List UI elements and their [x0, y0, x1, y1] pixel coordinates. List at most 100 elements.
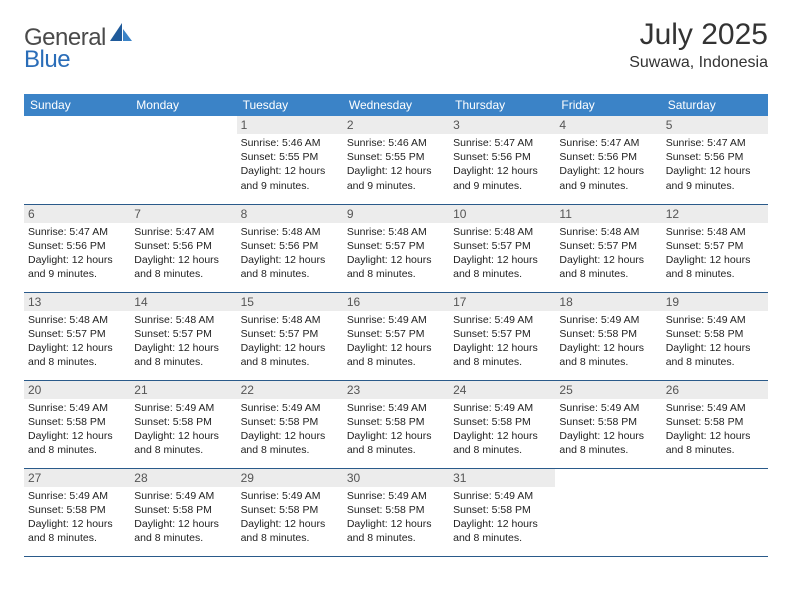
- info-line: Daylight: 12 hours: [134, 253, 232, 267]
- info-line: Sunset: 5:58 PM: [241, 503, 339, 517]
- day-cell: 23Sunrise: 5:49 AMSunset: 5:58 PMDayligh…: [343, 380, 449, 468]
- day-cell: 1Sunrise: 5:46 AMSunset: 5:55 PMDaylight…: [237, 116, 343, 204]
- info-line: Daylight: 12 hours: [559, 341, 657, 355]
- day-info: Sunrise: 5:48 AMSunset: 5:57 PMDaylight:…: [559, 225, 657, 282]
- info-line: and 8 minutes.: [559, 267, 657, 281]
- day-info: Sunrise: 5:48 AMSunset: 5:57 PMDaylight:…: [666, 225, 764, 282]
- day-info: Sunrise: 5:47 AMSunset: 5:56 PMDaylight:…: [134, 225, 232, 282]
- day-number: 5: [662, 116, 768, 134]
- info-line: Sunrise: 5:49 AM: [28, 401, 126, 415]
- info-line: and 9 minutes.: [347, 179, 445, 193]
- info-line: Daylight: 12 hours: [347, 164, 445, 178]
- day-number: 9: [343, 205, 449, 223]
- day-info: Sunrise: 5:48 AMSunset: 5:57 PMDaylight:…: [453, 225, 551, 282]
- info-line: Daylight: 12 hours: [28, 253, 126, 267]
- week-row: 27Sunrise: 5:49 AMSunset: 5:58 PMDayligh…: [24, 468, 768, 556]
- info-line: Sunrise: 5:49 AM: [347, 313, 445, 327]
- day-cell: 27Sunrise: 5:49 AMSunset: 5:58 PMDayligh…: [24, 468, 130, 556]
- info-line: Daylight: 12 hours: [134, 517, 232, 531]
- day-info: Sunrise: 5:47 AMSunset: 5:56 PMDaylight:…: [559, 136, 657, 193]
- day-cell: 16Sunrise: 5:49 AMSunset: 5:57 PMDayligh…: [343, 292, 449, 380]
- day-number: 26: [662, 381, 768, 399]
- info-line: Sunrise: 5:49 AM: [134, 401, 232, 415]
- day-info: Sunrise: 5:48 AMSunset: 5:57 PMDaylight:…: [241, 313, 339, 370]
- info-line: Sunset: 5:58 PM: [666, 327, 764, 341]
- info-line: Sunset: 5:57 PM: [241, 327, 339, 341]
- day-info: Sunrise: 5:49 AMSunset: 5:58 PMDaylight:…: [453, 401, 551, 458]
- info-line: Sunset: 5:58 PM: [28, 415, 126, 429]
- day-header: Thursday: [449, 94, 555, 116]
- info-line: and 8 minutes.: [666, 443, 764, 457]
- info-line: Daylight: 12 hours: [241, 164, 339, 178]
- week-row: 6Sunrise: 5:47 AMSunset: 5:56 PMDaylight…: [24, 204, 768, 292]
- day-cell: 2Sunrise: 5:46 AMSunset: 5:55 PMDaylight…: [343, 116, 449, 204]
- day-number: 25: [555, 381, 661, 399]
- info-line: Sunset: 5:56 PM: [559, 150, 657, 164]
- week-row: 20Sunrise: 5:49 AMSunset: 5:58 PMDayligh…: [24, 380, 768, 468]
- day-cell: 19Sunrise: 5:49 AMSunset: 5:58 PMDayligh…: [662, 292, 768, 380]
- info-line: Daylight: 12 hours: [134, 341, 232, 355]
- day-cell: 14 Sunrise: 5:48 AMSunset: 5:57 PMDayligh…: [130, 292, 236, 380]
- info-line: and 8 minutes.: [28, 443, 126, 457]
- info-line: and 8 minutes.: [134, 443, 232, 457]
- day-number: 30: [343, 469, 449, 487]
- info-line: Sunrise: 5:46 AM: [241, 136, 339, 150]
- day-number: 19: [662, 293, 768, 311]
- info-line: and 9 minutes.: [666, 179, 764, 193]
- logo-text-blue: Blue: [24, 46, 70, 73]
- day-header: Sunday: [24, 94, 130, 116]
- info-line: and 8 minutes.: [559, 443, 657, 457]
- info-line: and 8 minutes.: [347, 355, 445, 369]
- info-line: and 8 minutes.: [28, 355, 126, 369]
- day-cell: [24, 116, 130, 204]
- day-cell: 31Sunrise: 5:49 AMSunset: 5:58 PMDayligh…: [449, 468, 555, 556]
- info-line: and 8 minutes.: [134, 355, 232, 369]
- info-line: Daylight: 12 hours: [241, 517, 339, 531]
- info-line: Sunrise: 5:48 AM: [241, 225, 339, 239]
- day-info: Sunrise: 5:47 AMSunset: 5:56 PMDaylight:…: [453, 136, 551, 193]
- day-number: 14: [130, 293, 236, 311]
- info-line: Sunset: 5:57 PM: [559, 239, 657, 253]
- info-line: and 9 minutes.: [241, 179, 339, 193]
- day-cell: [555, 468, 661, 556]
- day-info: Sunrise: 5:47 AMSunset: 5:56 PMDaylight:…: [666, 136, 764, 193]
- day-cell: 6Sunrise: 5:47 AMSunset: 5:56 PMDaylight…: [24, 204, 130, 292]
- info-line: Daylight: 12 hours: [666, 164, 764, 178]
- info-line: Daylight: 12 hours: [347, 517, 445, 531]
- day-header: Tuesday: [237, 94, 343, 116]
- day-number: 23: [343, 381, 449, 399]
- info-line: Sunrise: 5:47 AM: [666, 136, 764, 150]
- info-line: and 8 minutes.: [347, 531, 445, 545]
- info-line: Sunset: 5:58 PM: [134, 503, 232, 517]
- day-number: 4: [555, 116, 661, 134]
- info-line: Sunrise: 5:48 AM: [241, 313, 339, 327]
- day-cell: 4 Sunrise: 5:47 AMSunset: 5:56 PMDaylight…: [555, 116, 661, 204]
- day-cell: 13Sunrise: 5:48 AMSunset: 5:57 PMDayligh…: [24, 292, 130, 380]
- info-line: Sunset: 5:58 PM: [28, 503, 126, 517]
- day-number: 6: [24, 205, 130, 223]
- day-number: 27: [24, 469, 130, 487]
- day-cell: 10Sunrise: 5:48 AMSunset: 5:57 PMDayligh…: [449, 204, 555, 292]
- info-line: Sunset: 5:57 PM: [453, 239, 551, 253]
- info-line: Daylight: 12 hours: [453, 164, 551, 178]
- day-number: 17: [449, 293, 555, 311]
- week-row: 1Sunrise: 5:46 AMSunset: 5:55 PMDaylight…: [24, 116, 768, 204]
- info-line: Sunrise: 5:49 AM: [559, 401, 657, 415]
- day-info: Sunrise: 5:49 AMSunset: 5:58 PMDaylight:…: [134, 489, 232, 546]
- day-cell: 22Sunrise: 5:49 AMSunset: 5:58 PMDayligh…: [237, 380, 343, 468]
- info-line: and 8 minutes.: [241, 355, 339, 369]
- day-number: 13: [24, 293, 130, 311]
- info-line: Daylight: 12 hours: [666, 429, 764, 443]
- info-line: Daylight: 12 hours: [347, 341, 445, 355]
- day-cell: 7 Sunrise: 5:47 AMSunset: 5:56 PMDaylight…: [130, 204, 236, 292]
- day-cell: 21Sunrise: 5:49 AMSunset: 5:58 PMDayligh…: [130, 380, 236, 468]
- day-number: 21: [130, 381, 236, 399]
- day-cell: 20Sunrise: 5:49 AMSunset: 5:58 PMDayligh…: [24, 380, 130, 468]
- day-info: Sunrise: 5:49 AMSunset: 5:58 PMDaylight:…: [28, 401, 126, 458]
- day-number: 3: [449, 116, 555, 134]
- info-line: Sunrise: 5:49 AM: [134, 489, 232, 503]
- day-info: Sunrise: 5:48 AMSunset: 5:57 PMDaylight:…: [134, 313, 232, 370]
- day-number: 7: [130, 205, 236, 223]
- info-line: Daylight: 12 hours: [347, 253, 445, 267]
- info-line: Sunrise: 5:49 AM: [453, 401, 551, 415]
